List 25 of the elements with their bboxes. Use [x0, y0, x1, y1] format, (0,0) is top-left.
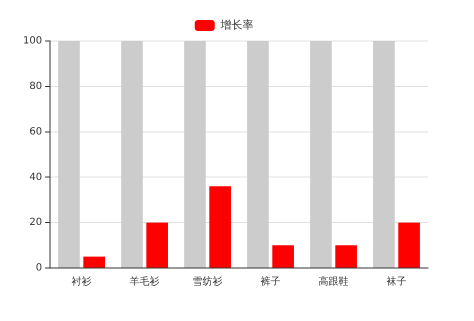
y-tick-label: 80: [29, 80, 42, 92]
bar: [335, 245, 357, 268]
x-tick-label: 袜子: [386, 276, 407, 288]
bar: [310, 41, 332, 268]
y-tick-label: 100: [22, 36, 42, 47]
y-tick-label: 0: [36, 262, 42, 274]
bar: [373, 41, 395, 268]
x-tick-label: 裤子: [260, 276, 281, 288]
bar: [209, 186, 231, 268]
bar: [83, 256, 106, 268]
bar: [184, 41, 206, 268]
bar: [247, 41, 269, 268]
bar: [121, 41, 143, 268]
y-tick-label: 20: [29, 217, 42, 228]
bar: [146, 222, 168, 268]
legend-label: 增长率: [219, 18, 254, 32]
bar: [272, 245, 294, 268]
bar: [398, 222, 420, 268]
x-tick-label: 雪纺衫: [192, 276, 223, 288]
x-tick-label: 衬衫: [72, 276, 92, 288]
x-tick-label: 羊毛衫: [130, 276, 160, 288]
y-tick-label: 40: [29, 172, 42, 183]
y-tick-label: 60: [29, 126, 42, 138]
bar: [58, 41, 80, 268]
x-tick-label: 高跟鞋: [318, 276, 349, 288]
